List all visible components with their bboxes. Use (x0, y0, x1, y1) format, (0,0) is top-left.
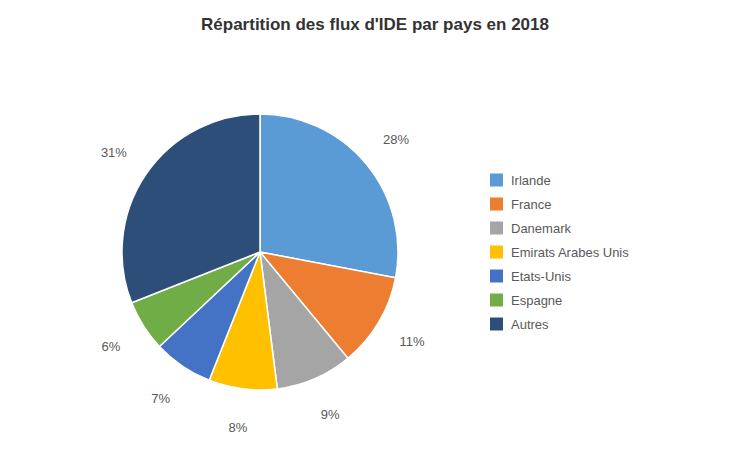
data-label: 8% (228, 420, 247, 435)
legend-swatch (490, 174, 503, 187)
chart-title: Répartition des flux d'IDE par pays en 2… (201, 15, 549, 34)
legend-label: Irlande (511, 173, 551, 188)
legend-label: Autres (511, 317, 549, 332)
legend-label: Emirats Arabes Unis (511, 245, 629, 260)
legend-swatch (490, 198, 503, 211)
legend-swatch (490, 294, 503, 307)
legend-label: Espagne (511, 293, 562, 308)
chart-svg: Répartition des flux d'IDE par pays en 2… (0, 0, 750, 450)
data-label: 28% (383, 132, 409, 147)
pie-slice (260, 114, 398, 278)
legend-swatch (490, 270, 503, 283)
legend-swatch (490, 246, 503, 259)
data-label: 11% (400, 334, 425, 349)
pie-slices (122, 114, 398, 390)
legend: Irlande France Danemark Emirats Arabes Unis… (490, 173, 629, 332)
legend-label: France (511, 197, 551, 212)
chart-container: Répartition des flux d'IDE par pays en 2… (0, 0, 750, 450)
data-label: 7% (151, 391, 170, 406)
legend-swatch (490, 222, 503, 235)
data-label: 31% (101, 145, 127, 160)
legend-label: Etats-Unis (511, 269, 571, 284)
pie-slice (122, 114, 260, 303)
legend-swatch (490, 318, 503, 331)
data-label: 9% (321, 407, 340, 422)
data-label: 6% (101, 339, 120, 354)
data-labels: 28% 11% 9% 8% 7% 6% 31% (101, 132, 425, 435)
legend-label: Danemark (511, 221, 571, 236)
